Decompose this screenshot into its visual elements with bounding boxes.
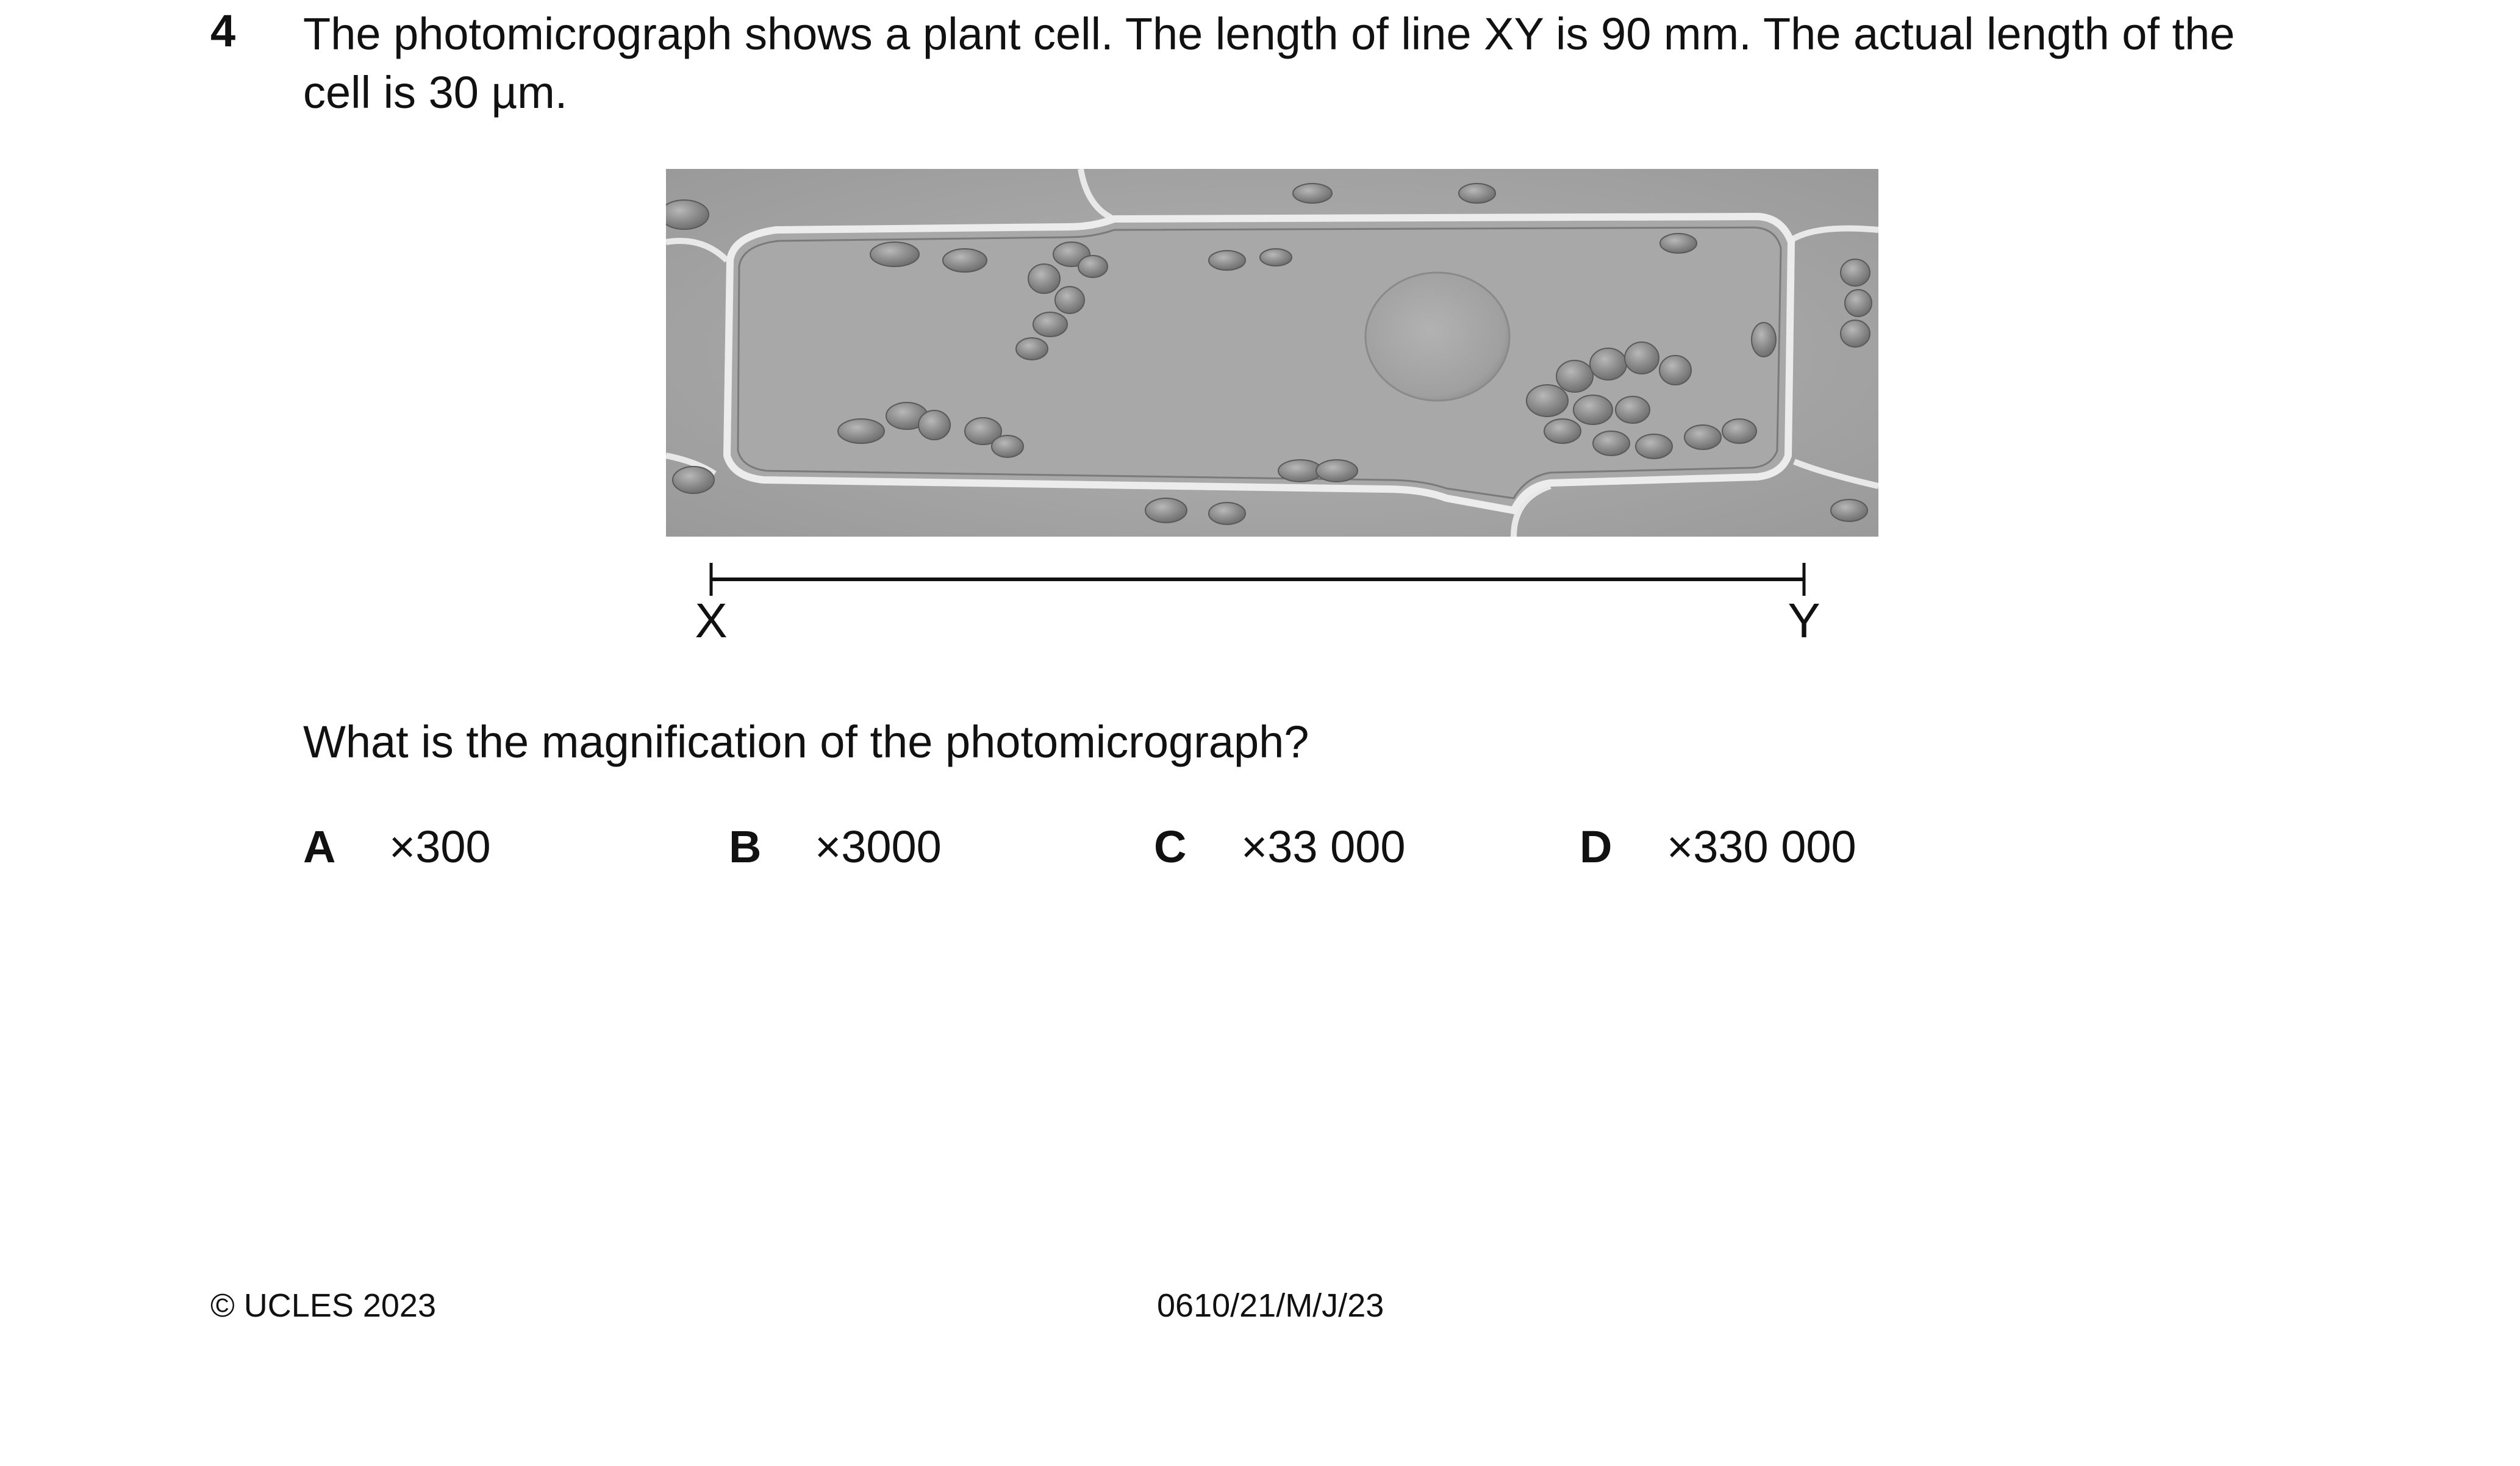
option-a[interactable]: A [303,821,335,873]
option-d[interactable]: D [1580,821,1612,873]
option-b-value: ×3000 [815,821,942,872]
footer-paper-code: 0610/21/M/J/23 [1157,1287,1384,1324]
option-c-letter: C [1154,821,1187,872]
option-d-letter: D [1580,821,1613,872]
footer-copyright: © UCLES 2023 [210,1287,436,1324]
label-x: X [695,593,727,648]
label-y: Y [1788,593,1820,648]
option-c[interactable]: C [1154,821,1186,873]
scale-line-xy: X Y [695,563,1820,648]
plant-cell-photomicrograph [666,169,1878,537]
option-a-value: ×300 [389,821,491,872]
question-stem: The photomicrograph shows a plant cell. … [303,5,2389,122]
option-c-value: ×33 000 [1241,821,1406,872]
stem-line-1: The photomicrograph shows a plant cell. … [303,9,2235,59]
option-b-letter: B [729,821,762,872]
question-number: 4 [210,5,236,56]
option-a-letter: A [303,821,336,872]
option-b[interactable]: B [729,821,761,873]
question-prompt: What is the magnification of the photomi… [303,717,1309,767]
stem-line-2: cell is 30 µm. [303,67,568,118]
option-d-value: ×330 000 [1667,821,1856,872]
